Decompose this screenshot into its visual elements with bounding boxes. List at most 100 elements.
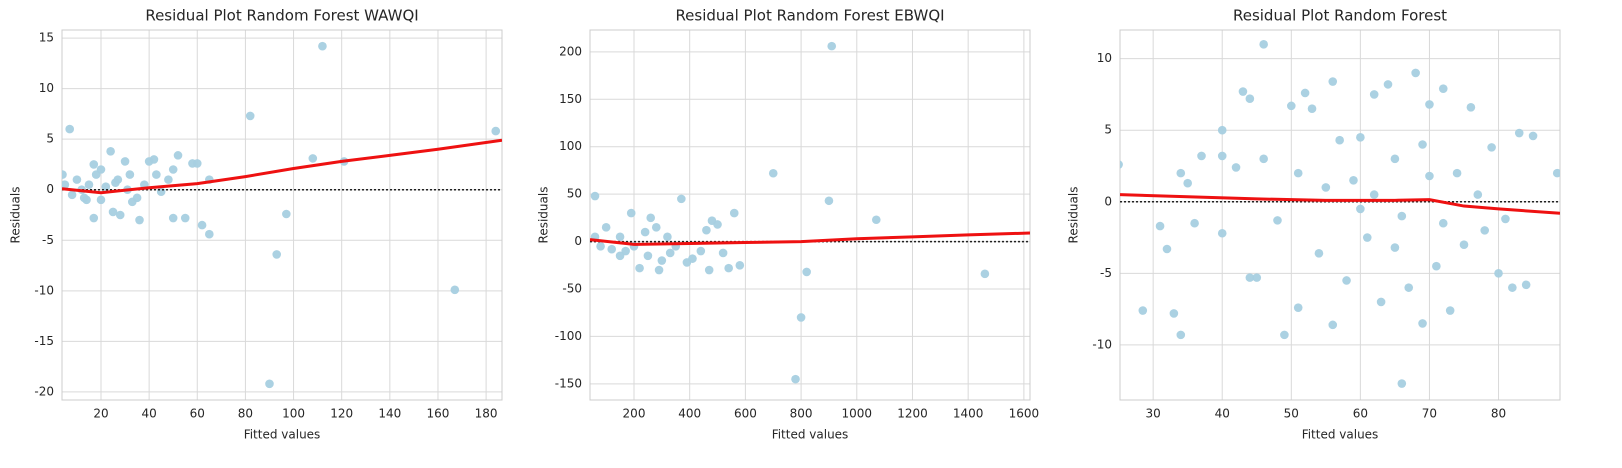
point	[491, 126, 501, 136]
point	[450, 285, 460, 295]
point	[1390, 243, 1400, 252]
point	[1217, 228, 1227, 238]
y-tick-label: 0	[46, 182, 54, 196]
point	[704, 265, 714, 275]
point	[1397, 211, 1407, 221]
x-tick-label: 40	[1215, 407, 1230, 421]
x-tick-label: 140	[378, 407, 401, 421]
point	[1480, 226, 1490, 235]
plot-area	[590, 41, 1030, 384]
point	[308, 154, 318, 163]
x-tick-label: 800	[790, 407, 813, 421]
point	[192, 159, 202, 168]
y-tick-label: 5	[1104, 123, 1112, 137]
x-tick-label: 30	[1146, 407, 1161, 421]
point	[729, 208, 739, 218]
point	[980, 269, 990, 279]
point	[1521, 280, 1531, 290]
point	[1245, 273, 1255, 282]
point	[125, 170, 135, 179]
point	[1280, 330, 1289, 340]
y-tick-label: 10	[39, 81, 54, 95]
point	[1273, 216, 1282, 225]
point	[1508, 283, 1517, 292]
point	[1138, 306, 1148, 315]
point	[1432, 261, 1441, 271]
point	[180, 213, 190, 223]
y-tick-label: 15	[39, 31, 54, 45]
x-tick-label: 100	[282, 407, 305, 421]
x-tick-label: 600	[734, 407, 757, 421]
point	[156, 187, 166, 197]
point	[89, 213, 99, 223]
point	[643, 251, 653, 261]
point	[626, 208, 636, 218]
point	[1162, 244, 1172, 254]
y-tick-label: -5	[42, 233, 54, 247]
point	[1293, 303, 1303, 312]
point	[1307, 104, 1317, 114]
y-tick-label: 100	[559, 139, 582, 153]
point	[688, 254, 697, 263]
point	[1238, 87, 1248, 96]
trend-line	[590, 231, 1030, 246]
point	[1404, 283, 1414, 292]
y-tick-label: -100	[555, 329, 582, 343]
point	[79, 193, 89, 203]
point	[96, 195, 106, 205]
point	[718, 248, 728, 258]
point	[1376, 297, 1386, 307]
point	[1321, 183, 1331, 192]
point	[1494, 269, 1503, 278]
point	[62, 180, 70, 189]
point	[205, 229, 214, 239]
point	[1190, 218, 1199, 228]
point	[1425, 171, 1434, 181]
point	[635, 263, 644, 273]
y-tick-label: 50	[567, 187, 582, 201]
point	[1514, 128, 1524, 138]
x-tick-label: 1600	[1009, 407, 1040, 421]
point	[1314, 248, 1324, 258]
point	[1418, 319, 1427, 328]
y-axis-label: Residuals	[9, 187, 23, 244]
point	[132, 193, 142, 203]
point	[768, 168, 778, 178]
point	[1293, 168, 1303, 178]
point	[796, 313, 806, 322]
y-tick-label: 0	[574, 234, 582, 248]
x-tick-label: 80	[238, 407, 253, 421]
point	[1466, 102, 1476, 112]
point	[1217, 125, 1227, 135]
x-tick-label: 1200	[897, 407, 928, 421]
trend-line	[1120, 193, 1560, 215]
y-tick-label: -10	[1092, 337, 1112, 351]
point	[1459, 240, 1469, 250]
point	[1473, 190, 1483, 199]
point	[65, 124, 75, 134]
y-tick-label: 5	[46, 132, 54, 146]
x-tick-label: 80	[1491, 407, 1506, 421]
point	[1328, 77, 1338, 86]
point	[724, 263, 733, 273]
point	[824, 196, 834, 206]
x-tick-label: 120	[330, 407, 353, 421]
point	[168, 213, 178, 223]
point	[791, 374, 800, 384]
point	[702, 225, 711, 235]
point	[1231, 163, 1241, 172]
point	[713, 220, 722, 229]
point	[1217, 151, 1227, 161]
point	[1259, 40, 1268, 49]
y-tick-label: 150	[559, 92, 582, 106]
point	[802, 267, 811, 277]
point	[596, 242, 605, 251]
y-tick-label: -150	[555, 376, 582, 390]
point	[654, 265, 664, 275]
plot-area	[1120, 40, 1560, 388]
point	[245, 111, 255, 121]
point	[640, 227, 650, 237]
point	[735, 260, 745, 270]
y-tick-label: 200	[559, 44, 582, 58]
point	[149, 155, 159, 164]
